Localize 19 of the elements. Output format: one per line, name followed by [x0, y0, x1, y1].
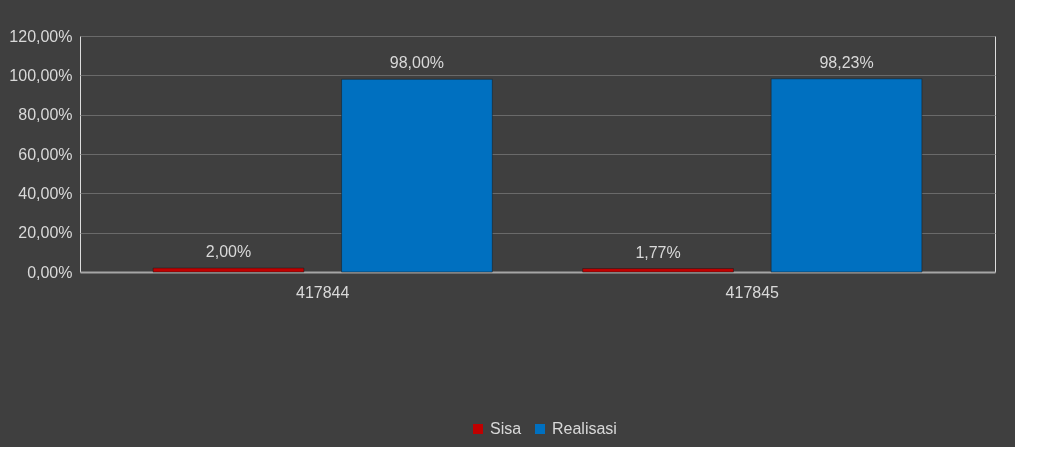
y-tick-label: 60,00% [18, 145, 73, 163]
y-tick-label: 20,00% [18, 224, 73, 242]
data-label: 98,00% [389, 54, 445, 72]
y-tick-label: 0,00% [27, 263, 73, 281]
y-tick-label: 120,00% [9, 27, 73, 45]
legend-label: Realisasi [552, 420, 617, 437]
y-tick-label: 100,00% [9, 66, 73, 84]
data-label: 1,77% [635, 243, 681, 261]
bar [582, 268, 734, 273]
x-tick-label: 417845 [725, 283, 780, 301]
legend-label: Sisa [490, 420, 522, 437]
data-label: 2,00% [205, 243, 252, 261]
bar [152, 267, 305, 273]
data-label: 98,23% [819, 53, 874, 71]
bar [341, 79, 493, 273]
y-tick-label: 40,00% [18, 184, 73, 202]
x-tick-label: 417844 [296, 283, 350, 301]
bar [770, 78, 923, 273]
y-tick-label: 80,00% [18, 106, 73, 124]
